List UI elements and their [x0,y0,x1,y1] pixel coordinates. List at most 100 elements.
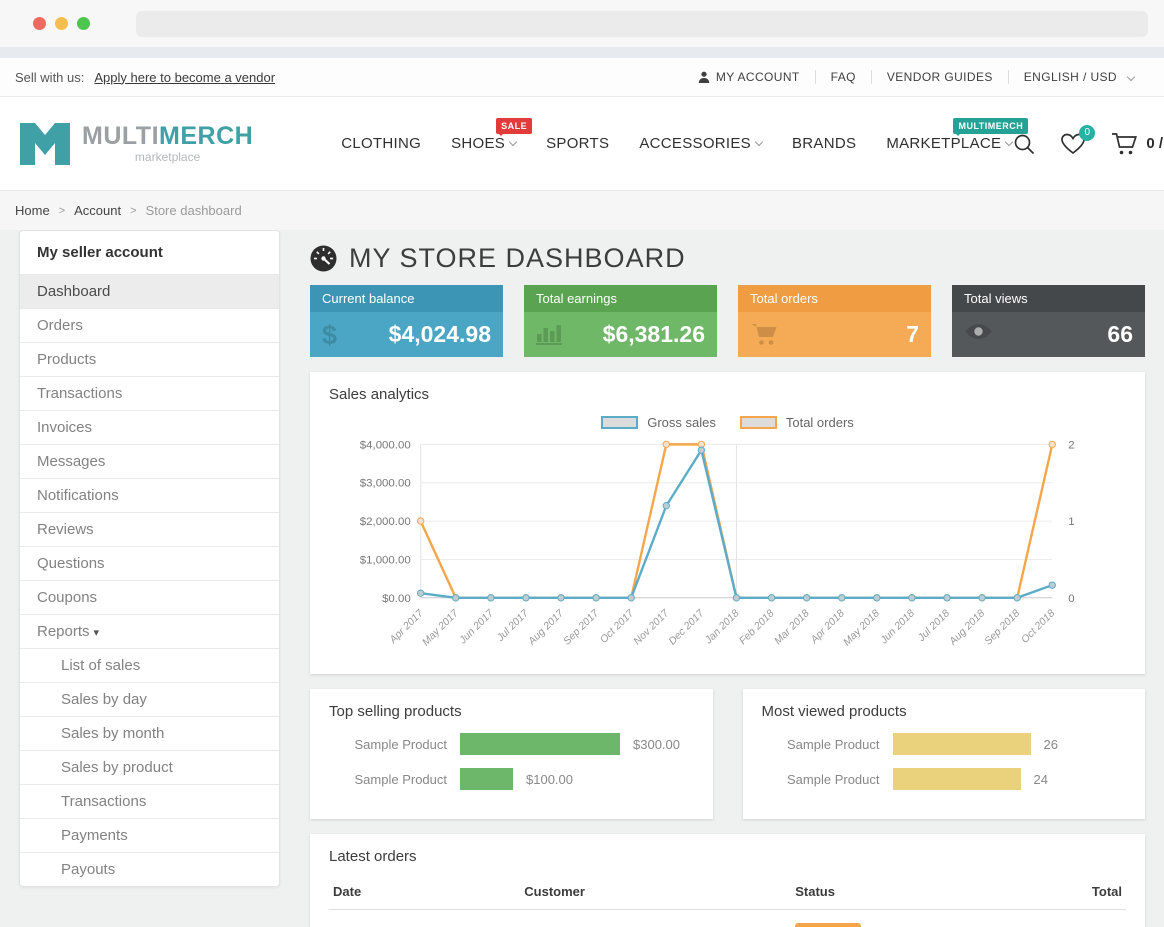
sell-with-us-label: Sell with us: [15,69,85,85]
sales-analytics-chart: $0.00 $1,000.00 $2,000.00 $3,000.00 $4,000.0… [360,439,1075,648]
order-total: $210.00 [998,910,1126,927]
svg-text:$0.00: $0.00 [382,593,411,605]
svg-text:Sep 2018: Sep 2018 [983,608,1023,648]
breadcrumb-home[interactable]: Home [15,203,50,218]
sales-analytics-panel: Sales analytics Gross sales Total orders … [310,372,1145,674]
product-label: Sample Product [354,771,448,787]
latest-orders-title: Latest orders [329,848,417,865]
svg-text:Nov 2017: Nov 2017 [632,607,672,647]
sidebar-item-invoices[interactable]: Invoices [20,410,279,444]
cart-button[interactable]: 0 / $0.00 [1110,131,1164,157]
sidebar-item-transactions[interactable]: Transactions [20,376,279,410]
legend-gross-sales[interactable]: Gross sales [601,415,716,430]
page-title: MY STORE DASHBOARD [310,243,1145,274]
sidebar-item-dashboard[interactable]: Dashboard [20,274,279,308]
nav-item-accessories[interactable]: ACCESSORIES [639,135,764,152]
top-selling-panel: Top selling products Sample Product $300.… [310,689,713,819]
product-value: 24 [1033,771,1048,787]
legend-swatch [601,416,639,429]
search-button[interactable] [1012,132,1036,156]
sidebar-item-label: Orders [37,317,83,334]
most-viewed-title: Most viewed products [761,703,907,720]
sidebar-item-label: Sales by day [61,691,147,708]
url-bar[interactable] [136,10,1148,37]
sidebar-item-label: Transactions [37,385,123,402]
product-label: Sample Product [354,736,448,752]
sidebar-item-payouts[interactable]: Payouts [20,852,279,886]
product-bar [892,733,1031,755]
legend-total-orders[interactable]: Total orders [739,415,854,430]
window-close-button[interactable] [33,17,46,30]
breadcrumb-account[interactable]: Account [74,203,122,218]
svg-text:$3,000.00: $3,000.00 [360,478,411,490]
nav-item-sports[interactable]: SPORTS [546,135,609,152]
sidebar-item-coupons[interactable]: Coupons [20,580,279,614]
legend-label: Total orders [785,415,854,430]
sidebar-item-label: Payments [61,827,128,844]
my-account-label: MY ACCOUNT [715,70,800,84]
sidebar-item-transactions[interactable]: Transactions [20,784,279,818]
svg-text:$4,000.00: $4,000.00 [360,439,411,451]
caret-down-icon: ▾ [93,627,100,639]
product-bar [460,733,620,755]
vendor-guides-menu[interactable]: VENDOR GUIDES [870,70,1008,84]
product-bar-row: Sample Product $300.00 [329,733,694,755]
my-account-menu[interactable]: MY ACCOUNT [683,70,815,84]
logo-text-multi: MULTI [82,122,160,150]
svg-text:Jan 2018: Jan 2018 [703,608,742,647]
stat-card-value: $6,381.26 [602,321,705,347]
sidebar-item-sales-by-day[interactable]: Sales by day [20,682,279,716]
sidebar-item-orders[interactable]: Orders [20,308,279,342]
nav-item-marketplace[interactable]: MARKETPLACE MULTIMERCH [886,118,1029,152]
nav-item-shoes[interactable]: SHOES SALE [451,118,533,152]
stat-card-value: 7 [906,321,919,347]
main-nav: CLOTHING SHOES SALE SPORTS ACCESSORIES BRANDS… [341,118,1029,152]
window-minimize-button[interactable] [55,17,68,30]
svg-text:2: 2 [1068,439,1074,451]
logo-text-merch: MERCH [159,122,254,150]
stat-card-label: Total views [952,285,1145,312]
sidebar-item-label: Products [37,351,97,368]
store-logo[interactable]: MULTIMERCH marketplace [20,122,254,165]
window-zoom-button[interactable] [77,17,90,30]
wishlist-button[interactable]: 0 [1060,124,1096,156]
sidebar-item-questions[interactable]: Questions [20,546,279,580]
sidebar-item-sales-by-product[interactable]: Sales by product [20,750,279,784]
breadcrumb-current: Store dashboard [145,203,242,218]
sidebar-item-notifications[interactable]: Notifications [20,478,279,512]
logo-subtitle: marketplace [134,150,201,164]
sidebar-item-products[interactable]: Products [20,342,279,376]
stat-card-body: $6,381.26 [524,312,717,357]
svg-text:Oct 2018: Oct 2018 [1020,608,1058,646]
cart-icon [750,322,779,351]
nav-item-brands[interactable]: BRANDS [792,135,856,152]
product-bar [892,768,1021,790]
apply-vendor-link[interactable]: Apply here to become a vendor [94,69,276,85]
svg-text:1: 1 [1068,516,1074,528]
svg-text:0: 0 [1068,593,1074,605]
sidebar-item-list-of-sales[interactable]: List of sales [20,648,279,682]
eye-icon [964,322,993,345]
nav-item-clothing[interactable]: CLOTHING [341,135,421,152]
browser-chrome [0,0,1164,47]
sales-analytics-title: Sales analytics [329,386,430,403]
stat-card-value: $4,024.98 [388,321,491,347]
sidebar-item-reviews[interactable]: Reviews [20,512,279,546]
stat-card-label: Current balance [310,285,503,312]
sidebar-item-label: Transactions [61,793,147,810]
bar-chart-icon [536,322,563,349]
seller-account-sidebar: My seller account Dashboard Orders Product… [19,230,280,887]
sidebar-item-label: Coupons [37,589,98,606]
product-value: 26 [1043,736,1058,752]
sidebar-item-reports[interactable]: Reports ▾ [20,614,279,648]
sidebar-item-sales-by-month[interactable]: Sales by month [20,716,279,750]
nav-badge-marketplace: MULTIMERCH [953,118,1029,136]
product-label: Sample Product [787,771,880,787]
faq-menu[interactable]: FAQ [814,70,871,84]
stat-card-body: 7 [738,312,931,357]
most-viewed-panel: Most viewed products Sample Product 26 Sam… [742,689,1145,819]
sidebar-item-messages[interactable]: Messages [20,444,279,478]
locale-selector[interactable]: ENGLISH / USD [1007,70,1149,84]
sidebar-item-label: Messages [37,453,106,470]
sidebar-item-payments[interactable]: Payments [20,818,279,852]
